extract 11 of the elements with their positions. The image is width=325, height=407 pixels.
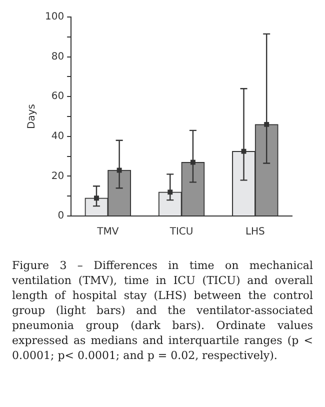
caption: Figure 3 – Differences in time on mechanical ventilation (TMV), time in ICU (TICU) and overall length of hospital stay (LHS) between the control group (light bars) and the ventilator-associated pneumonia group (dark bars). Ordinate values expressed as medians and interquartile ranges (p < 0.0001; p< 0.0001; and p = 0.02, respectively). bbox=[12, 258, 313, 363]
y-tick-label: 40 bbox=[51, 130, 64, 142]
y-axis-title: Days bbox=[26, 104, 38, 129]
y-tick-label: 0 bbox=[58, 210, 64, 222]
x-tick-label: TICU bbox=[168, 226, 194, 238]
y-tick-label: 80 bbox=[51, 51, 64, 62]
y-tick-label: 60 bbox=[51, 91, 64, 102]
y-tick-label: 20 bbox=[51, 170, 64, 182]
y-tick-label: 100 bbox=[44, 12, 64, 23]
x-tick-label: LHS bbox=[245, 226, 265, 238]
x-tick-label: TMV bbox=[96, 226, 119, 238]
